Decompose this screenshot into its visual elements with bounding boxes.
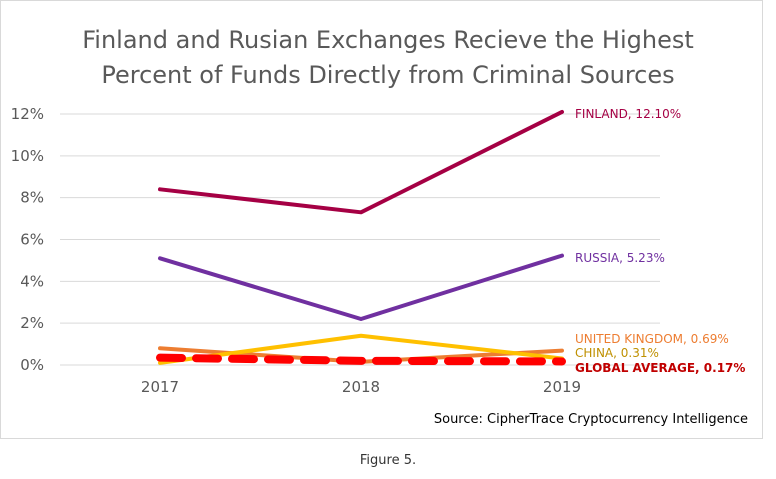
y-tick-label: 4%: [20, 272, 44, 290]
series-label-russia: RUSSIA, 5.23%: [575, 251, 665, 265]
x-tick-label: 2017: [141, 378, 179, 396]
chart-title-line-2: Percent of Funds Directly from Criminal …: [101, 61, 674, 89]
source-note: Source: CipherTrace Cryptocurrency Intel…: [434, 412, 748, 427]
y-tick-label: 2%: [20, 314, 44, 332]
x-tick-label: 2019: [543, 378, 581, 396]
y-tick-label: 6%: [20, 231, 44, 249]
series-label-china: CHINA, 0.31%: [575, 346, 659, 360]
y-tick-label: 10%: [11, 147, 44, 165]
chart-title-line-1: Finland and Rusian Exchanges Recieve the…: [82, 26, 694, 54]
figure-caption: Figure 5.: [360, 453, 416, 468]
y-tick-label: 0%: [20, 356, 44, 374]
series-label-global-average: GLOBAL AVERAGE, 0.17%: [575, 361, 745, 375]
y-tick-label: 12%: [11, 105, 44, 123]
series-label-united-kingdom: UNITED KINGDOM, 0.69%: [575, 332, 729, 346]
series-label-finland: FINLAND, 12.10%: [575, 107, 681, 121]
x-tick-label: 2018: [342, 378, 380, 396]
y-tick-label: 8%: [20, 189, 44, 207]
